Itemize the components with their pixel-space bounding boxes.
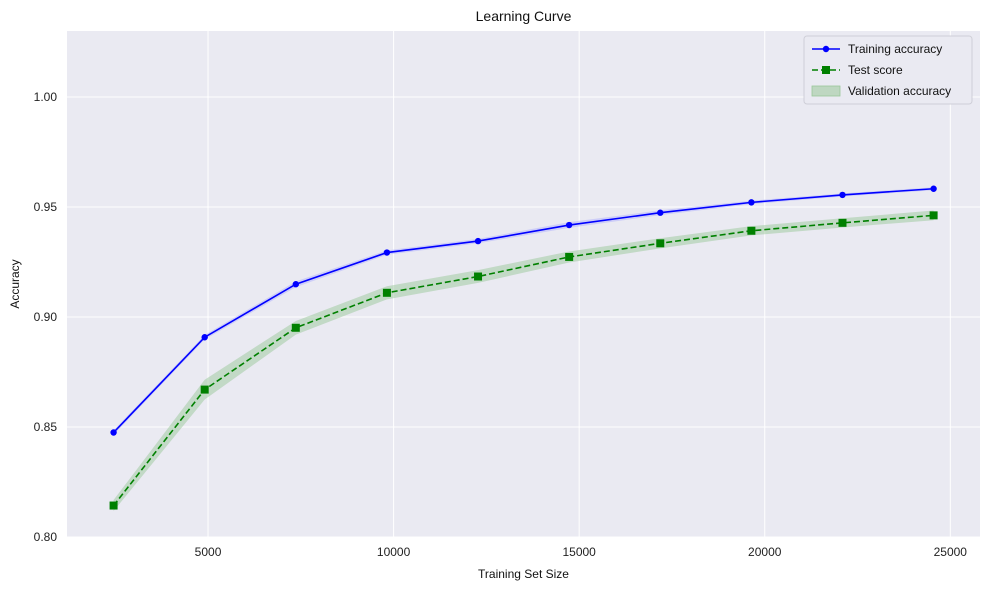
training-accuracy-point (383, 249, 391, 256)
x-axis-label: Training Set Size (478, 567, 569, 581)
legend: Training accuracy Test score Validation ac… (803, 35, 973, 105)
test-score-point (382, 288, 391, 297)
test-score-point (747, 226, 756, 235)
test-score-point (929, 211, 938, 220)
legend-label: Validation accuracy (848, 84, 951, 98)
training-accuracy-point (839, 191, 846, 199)
test-score-point (109, 501, 118, 510)
test-score-point (474, 272, 483, 281)
x-tick-label: 5000 (195, 545, 222, 559)
series-layer (109, 185, 938, 510)
legend-marker (822, 45, 830, 53)
legend-box (803, 35, 973, 105)
band-layer (113, 187, 934, 512)
legend-marker (822, 66, 830, 74)
y-tick-label: 0.85 (34, 420, 58, 434)
plot-area (67, 31, 980, 537)
validation-accuracy-band (113, 210, 934, 512)
x-tick-label: 20000 (748, 545, 782, 559)
y-axis-label: Accuracy (8, 259, 22, 308)
x-tick-label: 15000 (562, 545, 596, 559)
y-tick-label: 1.00 (34, 90, 58, 104)
x-tick-label: 25000 (934, 545, 968, 559)
test-score-point (291, 323, 300, 332)
training-accuracy-point (201, 334, 208, 341)
legend-label: Test score (848, 63, 903, 77)
chart-title: Learning Curve (476, 8, 572, 24)
y-tick-label: 0.90 (34, 310, 58, 324)
training-accuracy-point (110, 429, 117, 436)
training-accuracy-point (292, 281, 300, 288)
test-score-point (656, 239, 665, 248)
y-tick-label: 0.80 (34, 530, 58, 544)
x-tick-label: 10000 (377, 545, 411, 559)
y-tick-label: 0.95 (34, 200, 58, 214)
training-accuracy-point (657, 209, 664, 216)
test-score-line (112, 214, 934, 507)
training-accuracy-line (112, 187, 934, 434)
legend-label: Training accuracy (848, 42, 942, 56)
test-score-point (838, 218, 847, 227)
training-accuracy-point (565, 221, 573, 229)
test-score-point (565, 252, 574, 261)
training-accuracy-point (748, 199, 755, 206)
tick-layer: 5000 10000 15000 20000 25000 0.80 0.85 0.90 0.95… (34, 90, 968, 559)
training-accuracy-point (930, 185, 937, 192)
test-score-point (200, 385, 209, 394)
legend-swatch-validation (811, 85, 841, 97)
training-accuracy-point (474, 237, 482, 245)
